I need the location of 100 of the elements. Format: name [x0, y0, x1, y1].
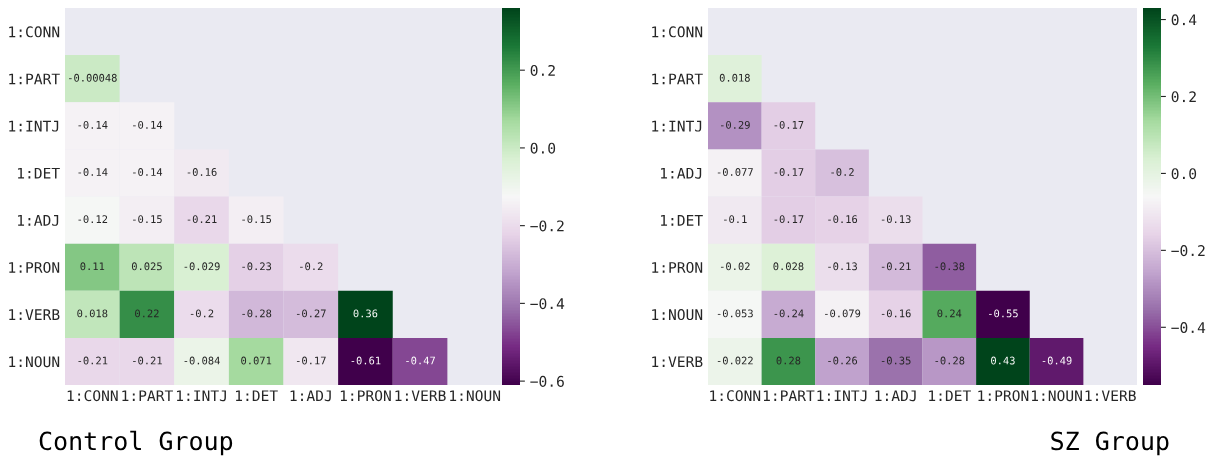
data-label: 0.025	[131, 262, 162, 271]
data-label: 0.43	[991, 356, 1015, 365]
data-label: -0.24	[774, 309, 804, 318]
data-label: -0.29	[720, 120, 750, 129]
x-tick-label: 1:PRON	[340, 390, 391, 402]
data-label: -0.27	[296, 309, 326, 318]
y-tick-label: 1:ADJ	[17, 215, 59, 226]
y-tick-label: 1:PRON	[652, 261, 703, 273]
y-tick-label: 1:INTJ	[9, 120, 59, 132]
data-label: 0.071	[241, 356, 272, 365]
y-tick-label: 1:DET	[660, 215, 703, 226]
x-tick-label: 1:PART	[122, 390, 173, 402]
y-tick-label: 1:VERB	[652, 356, 703, 368]
data-label: -0.17	[296, 356, 326, 365]
y-tick-label: 1:PART	[652, 73, 703, 85]
data-label: 0.028	[773, 262, 804, 271]
data-label: -0.00048	[69, 73, 117, 82]
data-label: -0.35	[881, 356, 911, 365]
data-label: 0.11	[80, 262, 105, 271]
data-label: -0.16	[881, 309, 911, 318]
data-label: -0.029	[184, 262, 220, 271]
x-tick-label: 1:DET	[235, 390, 278, 402]
data-label: -0.28	[935, 356, 965, 365]
color-bar-label: 0.4	[1171, 14, 1197, 26]
data-label: -0.21	[881, 262, 911, 271]
data-label: -0.23	[242, 262, 272, 271]
color-bar-label: −0.4	[1171, 322, 1206, 334]
x-tick-label: 1:NOUN	[1031, 390, 1082, 402]
data-label: -0.15	[133, 215, 162, 224]
data-label: -0.2	[300, 262, 323, 271]
data-label: -0.38	[935, 262, 965, 271]
data-label: -0.13	[881, 215, 911, 224]
color-bar-label: 0.0	[1171, 168, 1197, 180]
data-label: -0.49	[1042, 356, 1072, 365]
data-label: -0.47	[406, 356, 435, 365]
data-label: -0.16	[187, 168, 217, 176]
x-tick-label: 1:CONN	[710, 390, 761, 402]
x-tick-label: 1:NOUN	[450, 390, 501, 402]
data-label: -0.14	[78, 168, 108, 176]
x-tick-label: 1:PART	[763, 390, 815, 402]
color-bar-label: 0.2	[530, 64, 555, 76]
data-label: -0.21	[78, 356, 108, 365]
color-bar-label: −0.2	[530, 220, 564, 232]
data-label: -0.02	[720, 262, 750, 271]
y-tick-label: 1:VERB	[9, 309, 60, 320]
data-label: -0.21	[187, 215, 217, 224]
data-label: -0.2	[190, 309, 214, 318]
data-label: -0.17	[774, 120, 804, 129]
text: SZ Group	[1051, 431, 1169, 456]
y-tick-label: 1:CONN	[9, 26, 60, 38]
data-label: -0.61	[351, 356, 381, 365]
x-tick-label: 1:DET	[929, 390, 971, 402]
color-bar-label: 0.2	[1171, 91, 1196, 103]
y-tick-label: 1:NOUN	[652, 309, 703, 321]
y-tick-label: 1:PART	[9, 73, 60, 85]
y-tick-label: 1:PRON	[9, 261, 60, 273]
data-label: -0.2	[831, 168, 854, 176]
y-tick-label: 1:NOUN	[9, 356, 60, 368]
data-label: -0.14	[78, 120, 108, 129]
data-label: -0.077	[717, 168, 753, 176]
data-label: -0.084	[184, 356, 220, 365]
data-label: -0.079	[825, 309, 861, 318]
data-label: -0.21	[133, 356, 162, 365]
y-tick-label: 1:ADJ	[660, 167, 702, 179]
data-label: 0.28	[776, 356, 801, 365]
x-tick-label: 1:ADJ	[875, 390, 916, 402]
x-tick-label: 1:VERB	[1085, 390, 1136, 402]
x-tick-label: 1:INTJ	[817, 390, 867, 402]
x-tick-label: 1:INTJ	[176, 390, 226, 402]
y-tick-label: 1:INTJ	[652, 120, 702, 132]
data-label: -0.022	[717, 356, 753, 365]
color-bar-label: −0.6	[530, 375, 564, 387]
y-tick-label: 1:DET	[17, 167, 60, 179]
data-label: -0.14	[133, 120, 163, 129]
data-label: -0.16	[828, 215, 858, 224]
data-label: -0.15	[242, 215, 272, 224]
color-bar-label: 0.0	[530, 142, 556, 154]
data-label: 0.018	[77, 309, 108, 318]
data-label: -0.053	[717, 309, 753, 318]
data-label: -0.55	[989, 309, 1018, 318]
color-bar-label: −0.2	[1171, 245, 1205, 257]
data-label: -0.17	[774, 168, 804, 176]
text: Control Group	[39, 430, 233, 456]
data-label: -0.13	[828, 262, 857, 271]
color-bar-label: −0.4	[530, 298, 565, 310]
x-tick-label: 1:PRON	[978, 390, 1029, 402]
data-label: 0.24	[937, 309, 962, 318]
data-label: 0.22	[135, 309, 159, 318]
data-label: 0.018	[719, 73, 750, 82]
x-tick-label: 1:CONN	[67, 390, 118, 402]
data-label: -0.12	[78, 215, 108, 224]
data-label: -0.17	[774, 215, 804, 224]
data-label: -0.26	[828, 356, 858, 365]
x-tick-label: 1:VERB	[395, 390, 446, 402]
data-label: -0.14	[133, 168, 163, 176]
y-tick-label: 1:CONN	[652, 26, 703, 38]
data-label: 0.36	[353, 309, 378, 318]
data-label: -0.28	[242, 309, 272, 318]
x-tick-label: 1:ADJ	[290, 390, 331, 402]
data-label: -0.1	[724, 215, 747, 224]
